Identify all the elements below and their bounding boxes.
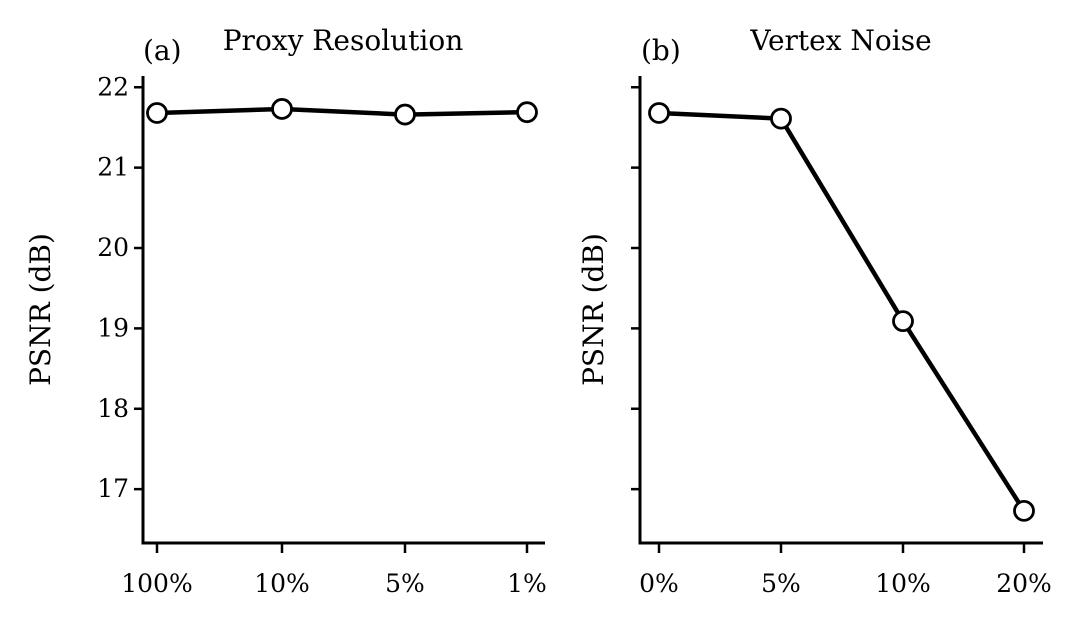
data-point bbox=[146, 102, 168, 124]
y-tick-label: 17 bbox=[97, 474, 129, 503]
y-tick-label: 19 bbox=[97, 313, 129, 342]
panel-label: (a) bbox=[143, 34, 182, 67]
panel-a: 17 18 19 20 21 22 100% 10% 5% 1% (a) Proxy Resoluti… bbox=[24, 24, 547, 598]
x-tick-label: 10% bbox=[254, 569, 310, 598]
series-line bbox=[658, 110, 1026, 513]
y-axis-label: PSNR (dB) bbox=[24, 233, 57, 386]
x-tick-label: 5% bbox=[761, 569, 801, 598]
data-point bbox=[648, 102, 670, 124]
data-point bbox=[394, 103, 416, 126]
chart-title: Proxy Resolution bbox=[223, 24, 464, 57]
y-tick-label: 18 bbox=[97, 394, 129, 423]
y-tick-label: 22 bbox=[97, 72, 129, 101]
x-tick-label: 20% bbox=[996, 569, 1052, 598]
x-tick-label: 0% bbox=[639, 569, 679, 598]
x-tick-label: 5% bbox=[385, 569, 425, 598]
data-point bbox=[1013, 499, 1035, 522]
data-point bbox=[516, 101, 538, 124]
panel-label: (b) bbox=[641, 34, 681, 67]
chart-title: Vertex Noise bbox=[749, 24, 931, 57]
x-tick-label: 10% bbox=[875, 569, 931, 598]
data-point bbox=[271, 98, 293, 120]
panel-b: 0% 5% 10% 20% (b) Vertex Noise PSNR (dB) bbox=[577, 24, 1052, 598]
data-point bbox=[892, 310, 914, 333]
x-tick-label: 100% bbox=[121, 569, 192, 598]
data-point bbox=[770, 107, 792, 130]
y-tick-label: 21 bbox=[97, 153, 129, 182]
x-tick-label: 1% bbox=[507, 569, 547, 598]
y-tick-label: 20 bbox=[97, 233, 129, 262]
series-line bbox=[156, 106, 528, 117]
y-axis-label: PSNR (dB) bbox=[577, 233, 610, 386]
